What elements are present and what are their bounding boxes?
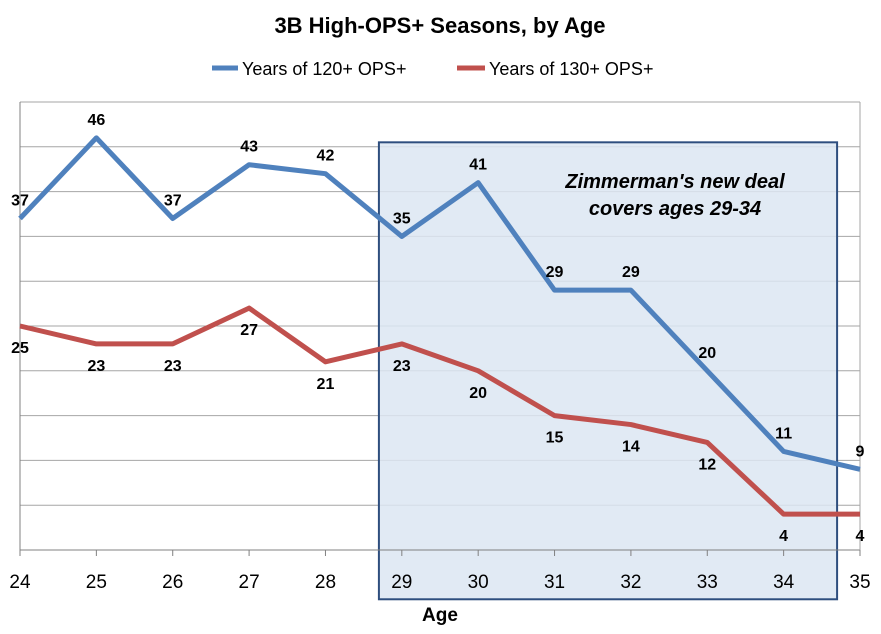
annotation-line-1: Zimmerman's new deal xyxy=(564,171,785,193)
x-tick-label: 28 xyxy=(315,572,336,593)
x-tick-label: 25 xyxy=(86,572,107,593)
x-tick-label: 30 xyxy=(468,572,489,593)
data-label-series-2: 25 xyxy=(11,340,29,357)
data-label-series-1: 46 xyxy=(87,112,105,129)
x-tick-label: 33 xyxy=(697,572,718,593)
data-label-series-1: 42 xyxy=(317,148,335,165)
x-tick-label: 32 xyxy=(620,572,641,593)
annotation-line-2: covers ages 29-34 xyxy=(589,198,761,220)
x-tick-label: 35 xyxy=(849,572,870,593)
data-label-series-2: 20 xyxy=(469,385,487,402)
data-label-series-1: 20 xyxy=(698,345,716,362)
data-label-series-1: 35 xyxy=(393,210,411,227)
legend: Years of 120+ OPS+ Years of 130+ OPS+ xyxy=(212,59,653,79)
data-label-series-2: 4 xyxy=(779,528,788,545)
data-label-series-1: 29 xyxy=(622,264,640,281)
data-label-series-2: 15 xyxy=(546,430,564,447)
data-label-series-1: 43 xyxy=(240,139,258,156)
data-labels: 37 46 37 43 42 35 41 29 29 20 11 9 25 23 23 27 21 23 20 15 1… xyxy=(11,112,864,545)
series-line-2 xyxy=(19,305,860,517)
data-label-series-2: 23 xyxy=(87,358,105,375)
x-tick-label: 29 xyxy=(391,572,412,593)
data-label-series-1: 29 xyxy=(546,264,564,281)
x-tick-label: 34 xyxy=(773,572,795,593)
chart-title: 3B High-OPS+ Seasons, by Age xyxy=(274,13,605,38)
data-label-series-1: 37 xyxy=(11,192,29,209)
x-tick-labels: 24 25 26 27 28 29 30 31 32 33 34 35 xyxy=(9,572,870,593)
highlight-box xyxy=(377,141,839,601)
data-label-series-2: 23 xyxy=(393,358,411,375)
data-label-series-1: 41 xyxy=(469,157,487,174)
data-label-series-2: 27 xyxy=(240,322,258,339)
x-tick-label: 31 xyxy=(544,572,565,593)
data-label-series-1: 11 xyxy=(775,425,792,442)
legend-label-series-1: Years of 120+ OPS+ xyxy=(242,59,406,79)
data-label-series-1: 37 xyxy=(164,192,182,209)
data-label-series-2: 14 xyxy=(622,439,640,456)
series-line-1 xyxy=(18,135,861,472)
legend-label-series-2: Years of 130+ OPS+ xyxy=(489,59,653,79)
data-label-series-1: 9 xyxy=(856,443,865,460)
data-label-series-2: 23 xyxy=(164,358,182,375)
x-tick-label: 26 xyxy=(162,572,183,593)
x-tick-label: 27 xyxy=(239,572,260,593)
data-label-series-2: 4 xyxy=(856,528,865,545)
x-tick-label: 24 xyxy=(9,572,31,593)
x-axis-label: Age xyxy=(422,605,458,626)
series-lines xyxy=(18,135,861,517)
data-label-series-2: 21 xyxy=(317,376,335,393)
data-label-series-2: 12 xyxy=(698,456,716,473)
